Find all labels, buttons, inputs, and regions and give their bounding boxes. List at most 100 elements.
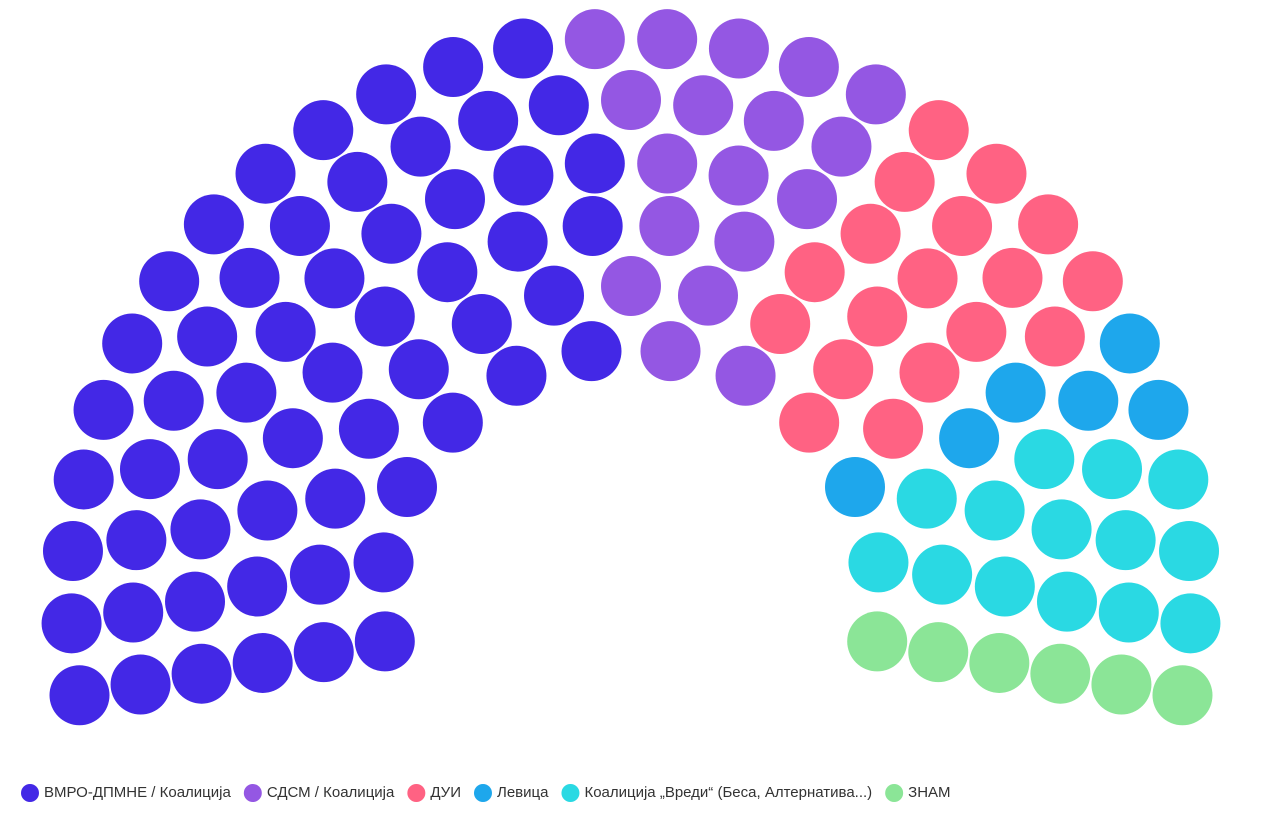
legend-marker	[561, 784, 580, 802]
seat	[1014, 429, 1075, 490]
legend-marker	[243, 784, 262, 802]
seat	[601, 70, 661, 130]
seat	[451, 293, 512, 354]
seat	[912, 544, 973, 605]
seat	[1159, 520, 1220, 581]
seat	[354, 286, 415, 347]
seat	[293, 622, 354, 683]
seat	[1128, 379, 1189, 440]
legend-marker	[21, 784, 39, 802]
seat	[1082, 439, 1143, 500]
seat	[673, 75, 734, 136]
legend-label: ДУИ	[430, 784, 461, 801]
seat	[974, 556, 1035, 617]
seat	[377, 456, 438, 517]
seat	[1098, 582, 1159, 643]
seat	[874, 151, 935, 212]
seat	[423, 36, 484, 97]
seat	[863, 398, 924, 459]
seat	[847, 286, 908, 347]
seat	[289, 544, 350, 605]
seat	[896, 468, 957, 529]
seat	[1058, 370, 1119, 431]
legend-label: СДСМ / Коалиција	[267, 784, 395, 801]
seat	[985, 362, 1046, 423]
seat	[237, 480, 298, 541]
legend-label: Левица	[497, 784, 549, 801]
seat	[493, 145, 554, 206]
seat	[845, 64, 906, 125]
seat	[293, 100, 354, 161]
seat	[778, 36, 839, 97]
seat	[361, 203, 422, 264]
seat	[1030, 643, 1091, 704]
seat	[302, 342, 363, 403]
seat	[1095, 510, 1156, 571]
seat	[708, 18, 769, 79]
seat	[1152, 665, 1213, 726]
seat	[1036, 571, 1097, 632]
seat	[1018, 194, 1079, 255]
seat	[1031, 499, 1092, 560]
seat	[327, 151, 388, 212]
seat	[897, 248, 958, 309]
seat	[227, 556, 288, 617]
seat	[390, 116, 451, 177]
seat	[969, 632, 1030, 693]
seat	[637, 133, 698, 194]
seat	[939, 408, 1000, 469]
seat	[1160, 593, 1221, 654]
seat	[715, 345, 776, 406]
seat	[493, 18, 554, 79]
seat	[424, 169, 485, 230]
seat	[139, 251, 200, 312]
seat	[811, 116, 872, 177]
seat	[73, 379, 134, 440]
seat	[183, 194, 244, 255]
seat	[639, 195, 700, 256]
seat	[388, 339, 449, 400]
seat	[1148, 449, 1209, 510]
seat	[187, 429, 248, 490]
seat	[750, 293, 811, 354]
seat	[1091, 654, 1152, 715]
seat	[564, 9, 625, 70]
seat	[53, 449, 114, 510]
seat	[422, 392, 483, 453]
seat	[524, 265, 585, 326]
seat	[216, 362, 277, 423]
seat	[899, 342, 960, 403]
seat	[41, 593, 102, 654]
seat	[103, 582, 164, 643]
seat	[354, 611, 415, 672]
legend-label: ЗНАМ	[908, 784, 950, 801]
seat	[601, 256, 661, 316]
seat	[458, 90, 519, 151]
seat	[304, 248, 365, 309]
seat	[102, 313, 163, 374]
seat	[487, 211, 548, 272]
seat	[353, 532, 414, 593]
seat	[232, 632, 293, 693]
seat	[235, 143, 296, 204]
seat	[119, 439, 180, 500]
seat	[110, 654, 171, 715]
seat	[356, 64, 417, 125]
seat	[49, 665, 110, 726]
seat	[338, 398, 399, 459]
seat	[714, 211, 775, 272]
seat	[564, 133, 625, 194]
seat	[561, 321, 622, 382]
seat	[165, 571, 226, 632]
seat	[777, 169, 838, 230]
seat	[932, 195, 993, 256]
seat	[982, 247, 1043, 308]
seat	[848, 532, 909, 593]
seat	[743, 90, 804, 151]
seat	[1062, 251, 1123, 312]
seat	[305, 468, 366, 529]
seat	[964, 480, 1025, 541]
seat	[171, 643, 232, 704]
seat	[262, 408, 323, 469]
